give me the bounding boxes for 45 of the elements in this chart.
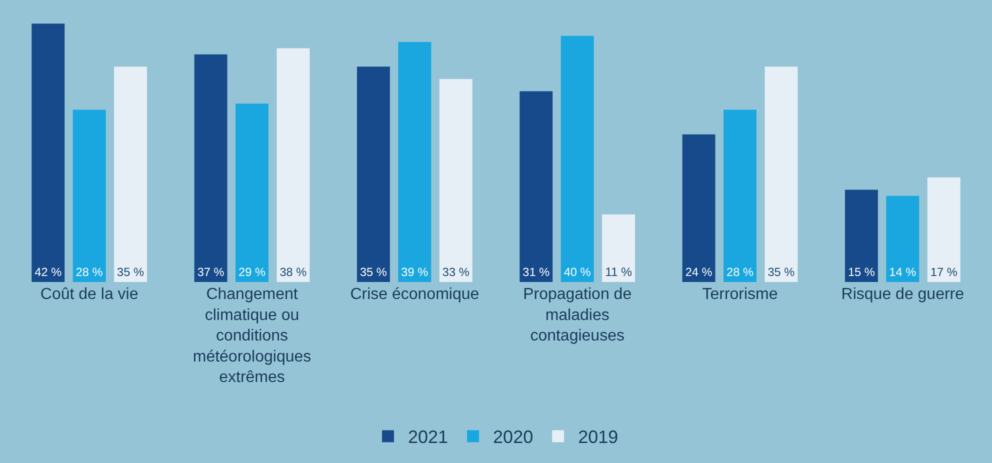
bar <box>236 104 268 282</box>
bar <box>886 196 920 282</box>
bar <box>520 91 553 282</box>
bar <box>356 66 390 282</box>
bar <box>439 78 472 282</box>
data-label: 31 % <box>522 265 550 280</box>
bar <box>398 42 432 282</box>
legend-label: 2020 <box>493 427 534 448</box>
bar <box>602 214 636 282</box>
data-label: 28 % <box>726 265 754 280</box>
data-label: 42 % <box>34 265 62 280</box>
bar <box>114 66 148 282</box>
bar <box>724 110 756 282</box>
data-label: 35 % <box>117 265 145 280</box>
data-label: 11 % <box>605 265 632 280</box>
data-label: 39 % <box>401 265 429 280</box>
data-label: 24 % <box>685 265 713 280</box>
data-label: 28 % <box>76 265 104 280</box>
x-tick-label: Risque de guerre <box>841 286 964 303</box>
legend-label: 2021 <box>408 427 448 448</box>
data-label: 14 % <box>889 265 917 280</box>
bar <box>560 36 594 282</box>
bar <box>276 48 310 282</box>
x-tick-label: Terrorisme <box>702 286 778 303</box>
data-label: 17 % <box>930 265 958 280</box>
data-label: 35 % <box>768 265 796 280</box>
legend-label: 2019 <box>578 427 618 448</box>
x-tick-label: Changement climatique ou conditions météorologiques extrêmes <box>192 286 312 386</box>
x-tick-label: Propagation de maladies contagieuses <box>523 286 632 345</box>
data-label: 37 % <box>197 265 225 280</box>
bar <box>844 190 878 282</box>
bar <box>194 54 228 282</box>
bar <box>927 177 960 282</box>
x-tick-label: Coût de la vie <box>40 286 138 303</box>
bar <box>764 66 798 282</box>
bar <box>682 134 716 282</box>
data-label: 33 % <box>442 265 470 280</box>
bar <box>32 24 65 282</box>
data-label: 29 % <box>238 265 266 280</box>
data-label: 35 % <box>360 265 388 280</box>
data-label: 38 % <box>280 265 308 280</box>
bar <box>72 110 106 282</box>
data-label: 15 % <box>848 265 876 280</box>
x-tick-label: Crise économique <box>350 286 480 303</box>
data-label: 40 % <box>564 265 592 280</box>
